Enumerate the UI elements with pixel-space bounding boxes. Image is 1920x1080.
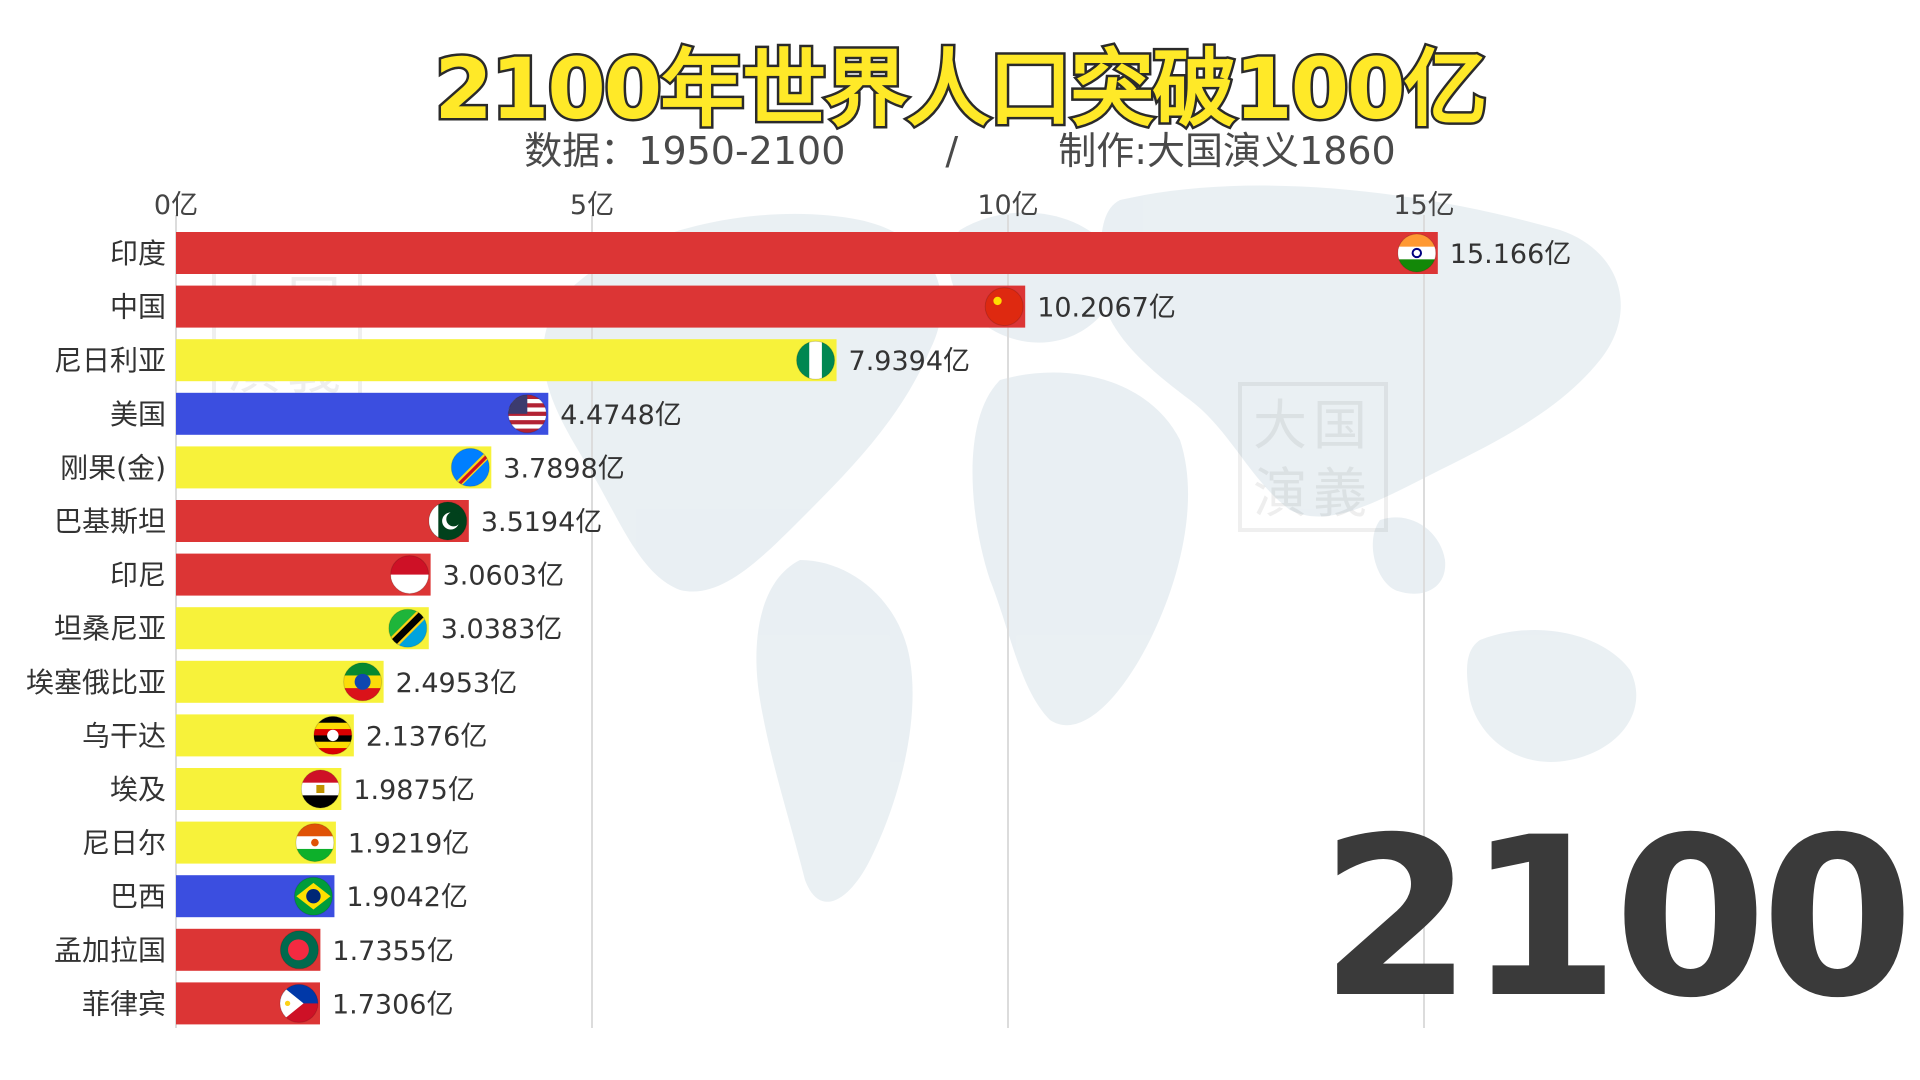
bar-row: 尼日利亚 7.9394亿 xyxy=(54,339,970,382)
category-label: 中国 xyxy=(110,291,166,324)
value-label: 2.1376亿 xyxy=(366,721,487,752)
value-label: 1.9875亿 xyxy=(353,775,474,806)
category-label: 菲律宾 xyxy=(82,987,166,1020)
x-tick-label: 10亿 xyxy=(977,190,1038,221)
bar xyxy=(176,553,431,596)
category-label: 美国 xyxy=(110,398,166,431)
flag-nigeria-icon xyxy=(796,340,836,380)
flag-philippines-icon xyxy=(279,983,319,1023)
subtitle-separator: / xyxy=(945,129,959,173)
value-label: 3.0603亿 xyxy=(443,561,564,592)
value-label: 1.9042亿 xyxy=(346,882,467,913)
bar-row: 印尼 3.0603亿 xyxy=(110,553,564,596)
flag-ethiopia-icon xyxy=(343,662,383,702)
value-label: 1.9219亿 xyxy=(348,829,469,860)
bar xyxy=(176,446,492,489)
flag-niger-icon xyxy=(295,823,335,863)
bar-row: 埃及 1.9875亿 xyxy=(110,768,475,810)
category-label: 刚果(金) xyxy=(60,451,166,484)
category-label: 印尼 xyxy=(110,559,166,592)
value-label: 3.7898亿 xyxy=(503,453,624,484)
category-label: 埃及 xyxy=(110,773,166,806)
subtitle-author: 制作:大国演义1860 xyxy=(1058,129,1396,173)
bar xyxy=(176,392,549,435)
bar-row: 巴西 1.9042亿 xyxy=(110,875,468,918)
x-tick-label: 15亿 xyxy=(1393,190,1454,221)
category-label: 印度 xyxy=(110,237,166,270)
category-label: 埃塞俄比亚 xyxy=(26,666,166,699)
flag-bangladesh-icon xyxy=(279,930,319,970)
bar-row: 乌干达 2.1376亿 xyxy=(82,714,487,757)
category-label: 巴基斯坦 xyxy=(54,505,166,538)
value-label: 2.4953亿 xyxy=(396,668,517,699)
bar-row: 巴基斯坦 3.5194亿 xyxy=(54,500,602,542)
bar xyxy=(176,232,1438,274)
category-label: 坦桑尼亚 xyxy=(54,612,166,645)
category-label: 乌干达 xyxy=(82,719,166,752)
flag-india-icon xyxy=(1397,233,1437,273)
value-label: 7.9394亿 xyxy=(849,346,970,377)
bar xyxy=(176,607,429,650)
flag-china-icon xyxy=(984,287,1024,327)
category-label: 巴西 xyxy=(110,880,166,913)
flag-uganda-icon xyxy=(313,715,353,755)
page-subtitle: 数据：1950-2100 / 制作:大国演义1860 xyxy=(0,120,1920,175)
flag-egypt-icon xyxy=(300,769,340,809)
category-label: 尼日尔 xyxy=(82,827,166,860)
x-tick-label: 5亿 xyxy=(570,190,614,221)
flag-tanzania-icon xyxy=(388,608,428,648)
value-label: 4.4748亿 xyxy=(560,400,681,431)
value-label: 10.2067亿 xyxy=(1037,293,1176,324)
value-label: 15.166亿 xyxy=(1450,239,1571,270)
page-title: 2100年世界人口突破100亿 xyxy=(432,38,1490,141)
value-label: 3.5194亿 xyxy=(481,507,602,538)
bar xyxy=(176,500,469,542)
watermark-stamp: 大国 演義 xyxy=(1238,382,1388,532)
bar-row: 刚果(金) 3.7898亿 xyxy=(60,446,625,489)
x-tick-label: 0亿 xyxy=(154,190,198,221)
bar-row: 孟加拉国 1.7355亿 xyxy=(54,928,454,971)
bar xyxy=(176,339,837,382)
bar-row: 美国 4.4748亿 xyxy=(110,392,682,435)
bar-row: 尼日尔 1.9219亿 xyxy=(82,821,469,864)
flag-pakistan-icon xyxy=(428,501,468,541)
year-label: 2100 xyxy=(1319,790,1914,1046)
bar-row: 印度 15.166亿 xyxy=(110,232,1571,274)
bar-row: 埃塞俄比亚 2.4953亿 xyxy=(26,660,517,703)
category-label: 尼日利亚 xyxy=(54,344,166,377)
flag-drc-icon xyxy=(450,447,490,487)
flag-usa-icon xyxy=(507,394,547,434)
bar xyxy=(176,285,1026,328)
value-label: 3.0383亿 xyxy=(441,614,562,645)
value-label: 1.7306亿 xyxy=(332,989,453,1020)
bar-row: 菲律宾 1.7306亿 xyxy=(82,982,453,1025)
value-label: 1.7355亿 xyxy=(332,936,453,967)
subtitle-data-range: 数据：1950-2100 xyxy=(524,129,846,173)
flag-indonesia-icon xyxy=(390,555,430,595)
bar-row: 中国 10.2067亿 xyxy=(110,285,1176,328)
category-label: 孟加拉国 xyxy=(54,934,166,967)
flag-brazil-icon xyxy=(293,876,333,916)
bar-row: 坦桑尼亚 3.0383亿 xyxy=(54,607,562,650)
